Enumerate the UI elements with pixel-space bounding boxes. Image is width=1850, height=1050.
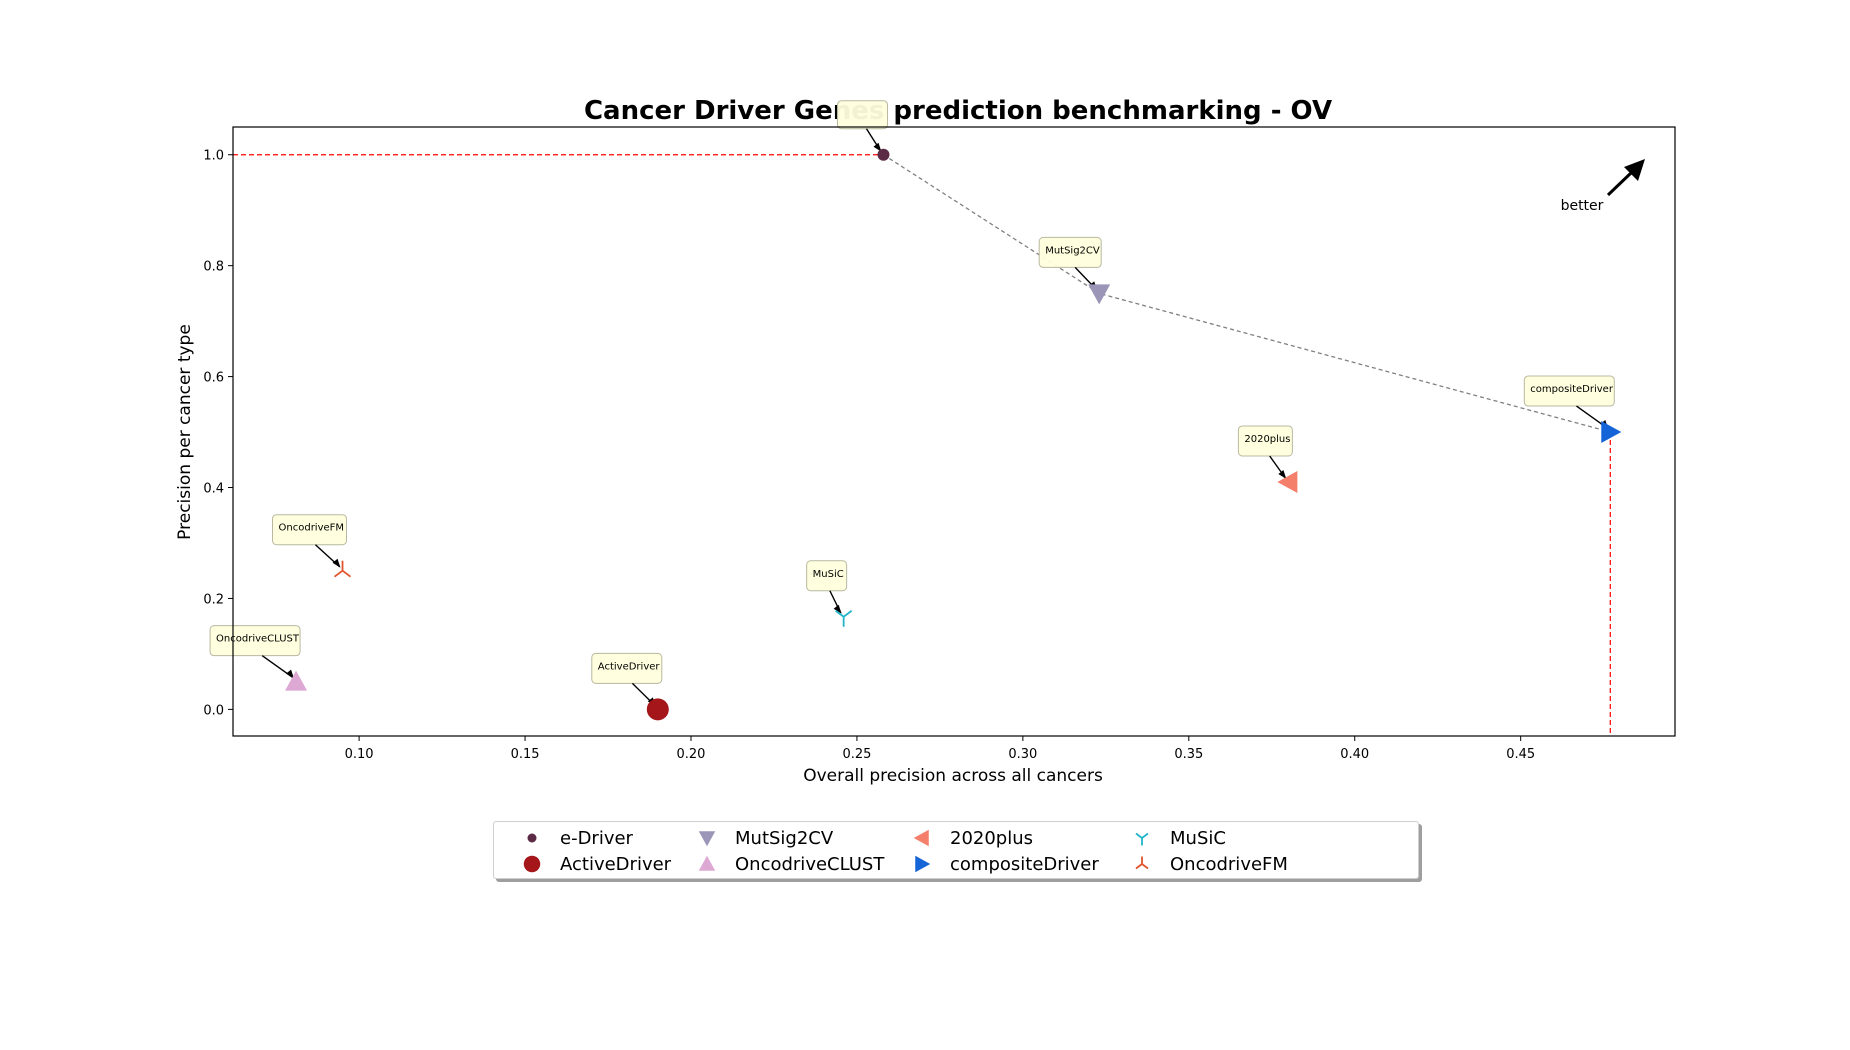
x-tick-label: 0.30 bbox=[1008, 747, 1037, 762]
legend-label: MutSig2CV bbox=[735, 827, 834, 849]
point-label-arrowhead bbox=[286, 669, 295, 679]
point-label-box bbox=[1038, 236, 1102, 268]
x-tick-label: 0.40 bbox=[1340, 747, 1369, 762]
point-label-box bbox=[591, 652, 663, 684]
point-marker bbox=[1601, 421, 1622, 444]
data-point-2020plus: 2020plus bbox=[1237, 425, 1298, 493]
point-label-text: compositeDriver bbox=[1530, 384, 1614, 395]
better-arrow-shaft bbox=[1606, 170, 1634, 197]
better-annotation: better bbox=[1561, 159, 1645, 214]
point-label-box bbox=[1523, 375, 1615, 407]
legend-item: OncodriveFM bbox=[1124, 851, 1288, 877]
point-label-text: 2020plus bbox=[1244, 434, 1290, 445]
legend-label: e-Driver bbox=[560, 827, 633, 849]
point-marker bbox=[285, 670, 308, 691]
point-marker bbox=[698, 831, 716, 847]
point-label-box bbox=[1237, 425, 1293, 457]
point-marker bbox=[698, 855, 716, 871]
better-arrow-head bbox=[1624, 159, 1645, 181]
legend-marker bbox=[1135, 856, 1149, 870]
point-label-text: OncodriveCLUST bbox=[216, 634, 300, 645]
legend-item: e-Driver bbox=[514, 825, 633, 851]
legend-marker bbox=[523, 855, 541, 873]
point-label-arrowhead bbox=[833, 604, 842, 614]
y-tick-label: 0.6 bbox=[203, 371, 224, 386]
data-point-oncodrivefm: OncodriveFM bbox=[272, 514, 352, 578]
point-marker bbox=[646, 698, 669, 721]
point-marker bbox=[1088, 284, 1111, 305]
legend-label: compositeDriver bbox=[950, 853, 1099, 875]
legend-marker bbox=[698, 831, 716, 847]
legend: e-Driver ActiveDriver MutSig2CV OncodriveCL… bbox=[493, 821, 1419, 879]
point-marker bbox=[835, 610, 853, 627]
legend-label: 2020plus bbox=[950, 827, 1034, 849]
point-marker bbox=[1135, 832, 1149, 846]
better-label: better bbox=[1561, 198, 1604, 214]
point-marker bbox=[523, 855, 541, 873]
x-tick-label: 0.25 bbox=[842, 747, 871, 762]
legend-item: 2020plus bbox=[904, 825, 1033, 851]
x-tick-label: 0.45 bbox=[1506, 747, 1535, 762]
point-marker bbox=[1277, 470, 1298, 493]
point-label-box bbox=[806, 560, 848, 592]
point-label-text: MutSig2CV bbox=[1045, 245, 1100, 256]
legend-marker bbox=[698, 855, 716, 871]
point-label-box bbox=[272, 514, 348, 546]
y-tick-label: 0.4 bbox=[203, 482, 224, 497]
point-label-arrowhead bbox=[1278, 469, 1287, 479]
point-label-box bbox=[836, 100, 888, 130]
legend-item: ActiveDriver bbox=[514, 851, 671, 877]
legend-item: OncodriveCLUST bbox=[689, 851, 884, 877]
x-tick-label: 0.15 bbox=[511, 747, 540, 762]
x-tick-label: 0.20 bbox=[677, 747, 706, 762]
y-tick-label: 0.2 bbox=[203, 592, 224, 607]
data-point-e-driver bbox=[836, 100, 890, 161]
point-label-text: MuSiC bbox=[813, 569, 844, 580]
plot-frame bbox=[232, 126, 1676, 737]
y-tick-label: 0.8 bbox=[203, 260, 224, 275]
legend-marker bbox=[913, 829, 929, 847]
x-tick-label: 0.35 bbox=[1174, 747, 1203, 762]
point-label-text: ActiveDriver bbox=[598, 661, 661, 672]
point-marker bbox=[333, 560, 352, 578]
point-marker bbox=[527, 833, 537, 843]
point-label-arrowhead bbox=[332, 558, 341, 568]
x-axis-label: Overall precision across all cancers bbox=[803, 766, 1103, 786]
point-marker bbox=[877, 148, 890, 161]
data-point-compositedriver: compositeDriver bbox=[1523, 375, 1622, 444]
point-marker bbox=[915, 855, 931, 873]
point-label-arrowhead bbox=[873, 142, 882, 152]
legend-label: OncodriveCLUST bbox=[735, 853, 885, 875]
data-point-activedriver: ActiveDriver bbox=[591, 652, 669, 721]
y-axis-label: Precision per cancer type bbox=[175, 324, 195, 540]
legend-item: MuSiC bbox=[1124, 825, 1226, 851]
legend-marker bbox=[527, 833, 537, 843]
legend-label: OncodriveFM bbox=[1170, 853, 1288, 875]
y-tick-label: 0.0 bbox=[203, 703, 224, 718]
point-label-text: OncodriveFM bbox=[279, 523, 345, 534]
legend-label: ActiveDriver bbox=[560, 853, 672, 875]
point-marker bbox=[913, 829, 929, 847]
legend-marker bbox=[1135, 832, 1149, 846]
legend-item: MutSig2CV bbox=[689, 825, 833, 851]
x-tick-label: 0.10 bbox=[345, 747, 374, 762]
data-point-oncodriveclust: OncodriveCLUST bbox=[209, 625, 308, 691]
data-point-music: MuSiC bbox=[806, 560, 853, 627]
legend-marker bbox=[915, 855, 931, 873]
legend-item: compositeDriver bbox=[904, 851, 1099, 877]
legend-label: MuSiC bbox=[1170, 827, 1226, 849]
data-point-mutsig2cv: MutSig2CV bbox=[1038, 236, 1111, 305]
pareto-front-line bbox=[883, 154, 1611, 433]
y-tick-label: 1.0 bbox=[203, 149, 224, 164]
point-marker bbox=[1135, 856, 1149, 870]
chart-title: Cancer Driver Genes prediction benchmark… bbox=[584, 96, 1332, 126]
